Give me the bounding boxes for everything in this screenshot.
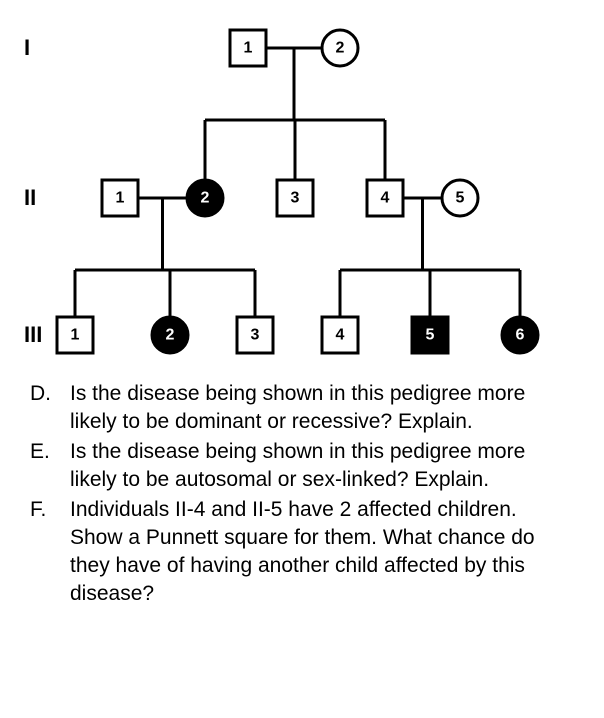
question-text: Individuals II-4 and II-5 have 2 affecte… — [70, 496, 574, 608]
question-letter: E. — [30, 438, 70, 466]
pedigree-node-label: 4 — [381, 190, 390, 207]
question-text: Is the disease being shown in this pedig… — [70, 438, 574, 494]
pedigree-node-label: 2 — [336, 40, 345, 57]
question-letter: F. — [30, 496, 70, 524]
pedigree-node-label: 2 — [166, 327, 175, 344]
pedigree-node-label: 4 — [336, 327, 345, 344]
pedigree-node-label: 3 — [291, 190, 300, 207]
questions-block: D. Is the disease being shown in this pe… — [30, 380, 574, 610]
generation-label: III — [24, 322, 42, 348]
question-row: F. Individuals II-4 and II-5 have 2 affe… — [30, 496, 574, 608]
question-text: Is the disease being shown in this pedig… — [70, 380, 574, 436]
generation-label: II — [24, 185, 36, 211]
pedigree-node-label: 1 — [244, 40, 253, 57]
pedigree-node-label: 3 — [251, 327, 260, 344]
pedigree-node-label: 1 — [116, 190, 125, 207]
pedigree-node-label: 6 — [516, 327, 525, 344]
question-letter: D. — [30, 380, 70, 408]
question-row: E. Is the disease being shown in this pe… — [30, 438, 574, 494]
pedigree-node-label: 5 — [456, 190, 465, 207]
generation-label: I — [24, 35, 30, 61]
pedigree-node-label: 5 — [426, 327, 435, 344]
pedigree-node-label: 2 — [201, 190, 210, 207]
pedigree-node-label: 1 — [71, 327, 80, 344]
pedigree-diagram: 1 2 1 2 3 4 5 1 2 3 4 5 6 — [0, 0, 604, 380]
question-row: D. Is the disease being shown in this pe… — [30, 380, 574, 436]
